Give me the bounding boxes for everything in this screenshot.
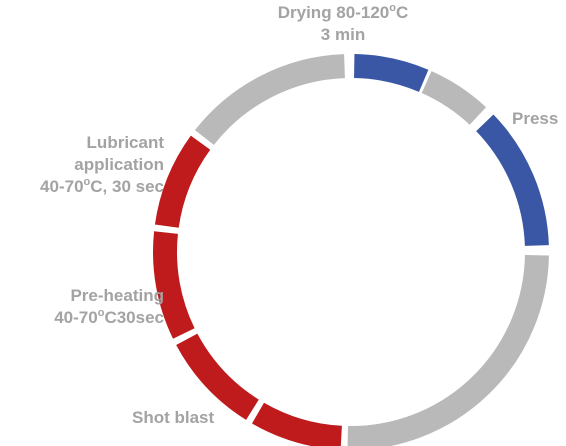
label-text: 3 min — [320, 25, 366, 44]
stage-label-drying: Drying 80-120oC 3 min — [249, 2, 437, 46]
segment-shot-blast-red — [252, 402, 343, 446]
label-text: Drying 80-120 — [277, 3, 390, 22]
label-text: 40-70 — [54, 308, 98, 327]
segment-gray-1 — [421, 71, 487, 125]
segment-press-blue — [353, 54, 429, 92]
label-text: application — [74, 155, 164, 174]
segment-gray-2 — [347, 254, 549, 446]
stage-label-preheating: Pre-heating 40-70oC30sec — [2, 285, 164, 329]
stage-label-line: Pre-heating — [2, 285, 164, 307]
degree-symbol: o — [97, 307, 105, 319]
stage-label-line: Drying 80-120oC — [249, 2, 437, 24]
stage-label-shot-blast: Shot blast — [132, 407, 214, 429]
label-text: Pre-heating — [70, 286, 164, 305]
segment-lubricant-red — [154, 135, 211, 229]
stage-label-line: Press — [512, 108, 558, 130]
label-text: Press — [512, 109, 559, 128]
stage-label-press: Press — [512, 108, 558, 130]
stage-label-line: 3 min — [249, 24, 437, 46]
segment-pre-heating-red-2 — [153, 231, 195, 339]
segment-pre-heating-red — [176, 333, 260, 420]
stage-label-line: application — [2, 154, 164, 176]
label-text: C30sec — [104, 308, 164, 327]
degree-symbol: o — [389, 2, 396, 14]
stage-label-line: 40-70oC, 30 sec — [2, 176, 164, 198]
label-text: C, 30 sec — [90, 177, 164, 196]
stage-label-lubricant: Lubricant application 40-70oC, 30 sec — [2, 132, 164, 198]
stage-label-line: Lubricant — [2, 132, 164, 154]
label-text: Shot blast — [132, 408, 215, 427]
label-text: 40-70 — [40, 177, 84, 196]
segment-press-blue-2 — [476, 114, 549, 247]
label-text: C — [395, 3, 409, 22]
stage-label-line: 40-70oC30sec — [2, 307, 164, 329]
label-text: Lubricant — [86, 133, 164, 152]
segment-drying-gray — [194, 54, 346, 146]
stage-label-line: Shot blast — [132, 407, 214, 429]
degree-symbol: o — [83, 176, 91, 188]
